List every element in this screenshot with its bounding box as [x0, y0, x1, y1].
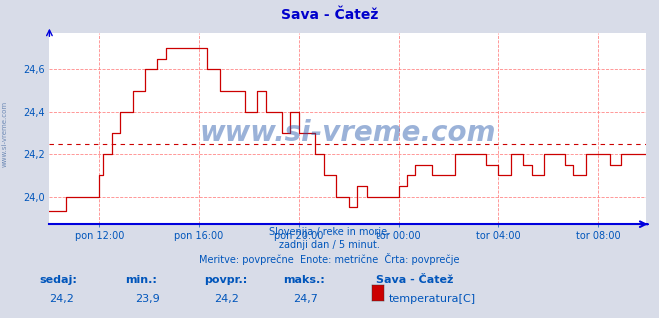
Text: Sava - Čatež: Sava - Čatež [281, 8, 378, 22]
Text: www.si-vreme.com: www.si-vreme.com [200, 119, 496, 147]
Text: temperatura[C]: temperatura[C] [389, 294, 476, 304]
Text: zadnji dan / 5 minut.: zadnji dan / 5 minut. [279, 240, 380, 250]
Text: Meritve: povprečne  Enote: metrične  Črta: povprečje: Meritve: povprečne Enote: metrične Črta:… [199, 253, 460, 265]
Text: maks.:: maks.: [283, 275, 325, 285]
Text: povpr.:: povpr.: [204, 275, 248, 285]
Text: sedaj:: sedaj: [40, 275, 77, 285]
Text: min.:: min.: [125, 275, 157, 285]
Text: Sava - Čatež: Sava - Čatež [376, 275, 453, 285]
Text: 23,9: 23,9 [135, 294, 160, 304]
Text: Slovenija / reke in morje.: Slovenija / reke in morje. [269, 227, 390, 237]
Text: 24,2: 24,2 [214, 294, 239, 304]
Text: 24,2: 24,2 [49, 294, 74, 304]
Text: www.si-vreme.com: www.si-vreme.com [1, 100, 8, 167]
Text: 24,7: 24,7 [293, 294, 318, 304]
